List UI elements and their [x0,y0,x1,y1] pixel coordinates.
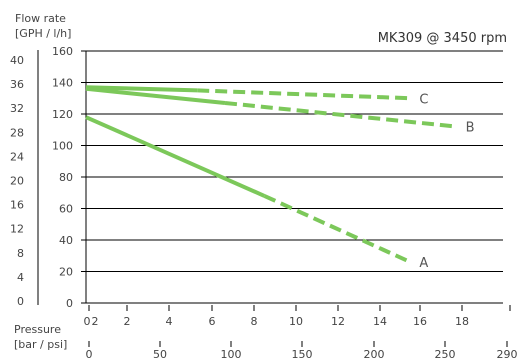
y-tick-label-gph-7: 28 [10,126,24,139]
x-tick-label-psi-4: 200 [364,348,385,361]
y-tick-label-lph-6: 120 [52,108,73,121]
y-tick-label-gph-6: 24 [10,150,24,163]
x-tick-label-bar-8: 14 [373,315,387,328]
y-tick-label-lph-8: 160 [52,45,73,58]
grid [86,50,503,304]
x-tick-label-bar-2: 2 [124,315,131,328]
series-C-solid [85,85,198,93]
x-tick-label-bar-3: 4 [166,315,173,328]
x-axis-title-line2: [bar / psi] [14,338,67,351]
x-axis-title-line1: Pressure [14,323,61,336]
y-tick-label-gph-2: 8 [17,247,24,260]
axes [37,50,511,347]
y-tick-label-gph-4: 16 [10,199,24,212]
y-axis-title-line1: Flow rate [15,12,66,25]
tick-labels: 0204060801001201401600481216202428323640… [10,45,518,361]
x-tick-label-bar-5: 8 [251,315,258,328]
x-tick-label-bar-6: 10 [289,315,303,328]
y-axis-title-line2: [GPH / l/h] [15,27,71,40]
series-label-C: C [419,92,428,107]
x-tick-label-psi-6: 290 [497,348,518,361]
series-B-dashed [224,100,457,129]
x-tick-label-psi-3: 150 [292,348,313,361]
series-label-A: A [419,256,428,271]
x-tick-label-psi-1: 50 [153,348,167,361]
y-tick-label-lph-7: 140 [52,77,73,90]
series-B-solid [85,86,226,105]
x-tick-label-bar-10: 18 [455,315,469,328]
y-tick-label-gph-10: 40 [10,54,24,67]
x-tick-label-psi-0: 0 [86,348,93,361]
series-A-dashed [263,194,412,264]
y-tick-label-gph-8: 32 [10,102,24,115]
series-label-B: B [466,121,475,136]
y-tick-label-gph-3: 12 [10,223,24,236]
x-tick-label-psi-5: 250 [435,348,456,361]
y-tick-label-lph-1: 20 [59,266,73,279]
y-tick-label-lph-3: 60 [59,203,73,216]
y-tick-label-gph-1: 4 [17,271,24,284]
y-tick-label-lph-2: 40 [59,234,73,247]
series-C-dashed [197,88,411,101]
x-tick-label-bar-0: 0 [84,315,91,328]
y-tick-label-lph-5: 100 [52,140,73,153]
x-tick-label-bar-4: 6 [209,315,216,328]
x-tick-label-bar-9: 16 [413,315,427,328]
y-tick-label-gph-9: 36 [10,78,24,91]
y-tick-label-lph-0: 0 [66,297,73,310]
x-tick-label-bar-1: 2 [92,315,99,328]
chart-title: MK309 @ 3450 rpm [378,31,507,46]
x-tick-label-bar-7: 12 [331,315,345,328]
y-tick-label-lph-4: 80 [59,171,73,184]
series-lines: A B C [85,85,475,271]
y-tick-label-gph-0: 0 [17,295,24,308]
x-tick-label-psi-2: 100 [221,348,242,361]
y-tick-label-gph-5: 20 [10,175,24,188]
series-A-solid [85,115,266,198]
